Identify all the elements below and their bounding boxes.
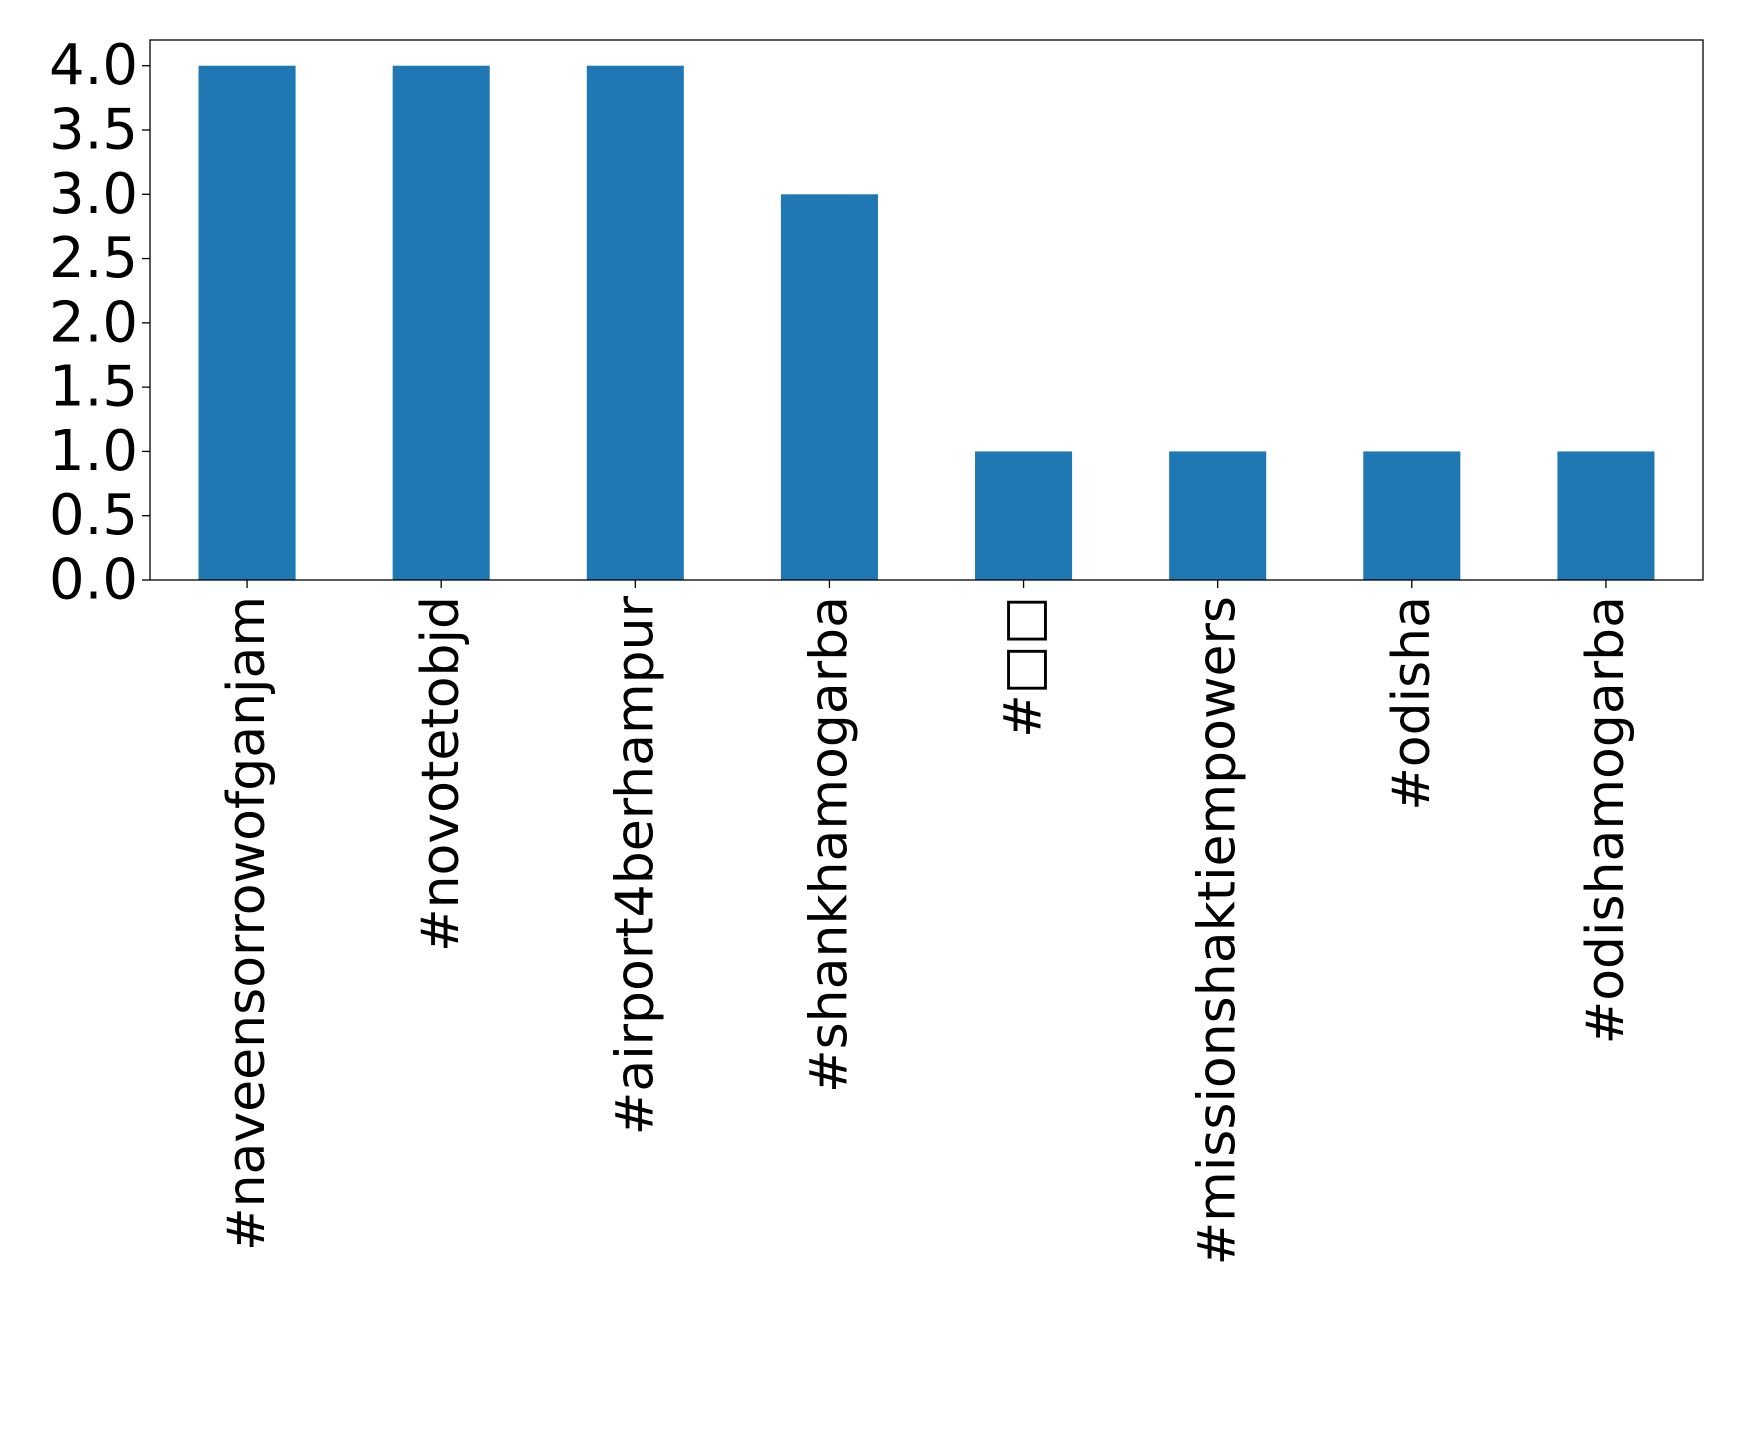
y-tick-label: 4.0 — [49, 33, 138, 98]
x-tick-label: #airport4berhampur — [605, 595, 665, 1135]
bar — [780, 194, 878, 581]
y-axis: 0.00.51.01.52.02.53.03.54.0 — [49, 33, 150, 613]
y-tick-label: 1.0 — [49, 419, 138, 484]
bar — [1557, 451, 1655, 580]
x-tick-label: #odishamogarba — [1576, 596, 1636, 1044]
bar — [586, 65, 684, 580]
x-tick-label: #shankhamogarba — [799, 596, 859, 1093]
bars-group — [198, 65, 1655, 581]
x-tick-label: #naveensorrowofganjam — [217, 596, 277, 1251]
x-tick-label: #odisha — [1382, 596, 1442, 811]
bar — [975, 451, 1073, 580]
x-tick-label: #novotetobjd — [411, 596, 471, 952]
plot-frame — [149, 39, 1704, 581]
y-tick-label: 2.5 — [49, 226, 138, 291]
y-tick-label: 1.5 — [49, 355, 138, 420]
x-axis: #naveensorrowofganjam #novotetobjd #airpor… — [217, 580, 1636, 1265]
bar — [1363, 451, 1461, 580]
x-tick-label: #missionshaktiempowers — [1188, 596, 1248, 1265]
y-tick-label: 0.5 — [49, 483, 138, 548]
bar — [198, 65, 296, 580]
y-tick-label: 0.0 — [49, 548, 138, 613]
x-tick-label: #□□ — [994, 596, 1054, 738]
y-tick-label: 3.5 — [49, 98, 138, 163]
bar — [392, 65, 490, 580]
y-tick-label: 2.0 — [49, 290, 138, 355]
y-tick-label: 3.0 — [49, 162, 138, 227]
bar — [1169, 451, 1267, 580]
